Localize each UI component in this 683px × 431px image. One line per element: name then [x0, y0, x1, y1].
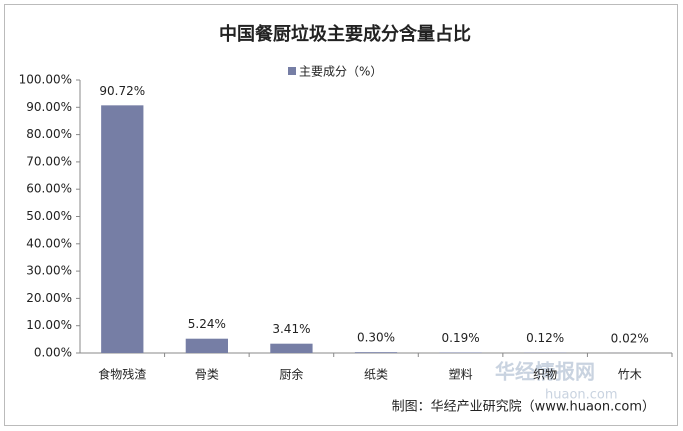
y-tick-label: 80.00% — [26, 127, 72, 141]
x-tick-label: 纸类 — [364, 368, 388, 382]
y-tick-label: 90.00% — [26, 100, 72, 114]
y-tick-label: 60.00% — [26, 182, 72, 196]
value-label: 3.41% — [272, 322, 310, 336]
x-tick-label: 骨类 — [195, 368, 219, 382]
value-label: 90.72% — [99, 84, 145, 98]
bar — [270, 343, 313, 353]
value-label: 0.12% — [526, 331, 564, 345]
bar — [439, 352, 482, 353]
y-tick-label: 70.00% — [26, 154, 72, 168]
x-tick-label: 塑料 — [449, 367, 473, 382]
value-label: 0.02% — [611, 331, 649, 345]
x-tick-label: 织物 — [533, 368, 557, 382]
legend-swatch — [288, 67, 296, 75]
x-tick-label: 竹木 — [618, 368, 642, 382]
bar — [185, 338, 228, 353]
x-tick-label: 厨余 — [279, 367, 303, 382]
y-tick-label: 20.00% — [26, 291, 72, 305]
value-label: 0.19% — [442, 331, 480, 345]
y-tick-label: 0.00% — [34, 346, 72, 360]
source: 制图：华经产业研究院（www.huaon.com） — [392, 400, 655, 415]
y-tick-label: 50.00% — [26, 209, 72, 223]
y-tick-label: 30.00% — [26, 264, 72, 278]
x-tick-label: 食物残渣 — [98, 367, 146, 382]
watermark: 华经情报网 — [495, 360, 595, 384]
bar — [354, 352, 398, 353]
y-tick-label: 40.00% — [26, 236, 72, 250]
y-tick-label: 10.00% — [26, 318, 72, 332]
value-label: 0.30% — [357, 331, 395, 345]
value-label: 5.24% — [188, 317, 226, 331]
watermark: huaon.com — [545, 388, 618, 403]
y-tick-label: 100.00% — [19, 73, 72, 87]
chart-title: 中国餐厨垃圾主要成分含量占比 — [219, 23, 471, 45]
legend-label: 主要成分（%） — [299, 65, 382, 79]
bar — [101, 105, 144, 353]
